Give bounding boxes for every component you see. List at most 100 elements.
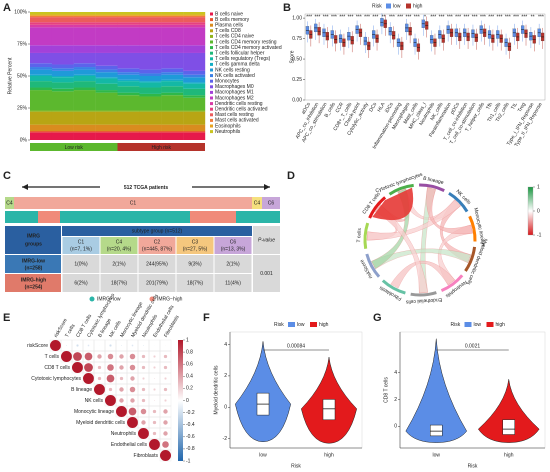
corr-circle (164, 399, 167, 402)
bar-segment (51, 68, 74, 71)
chord-label: Endothelial cells (405, 296, 442, 304)
data-cell (62, 274, 100, 292)
corr-circle (94, 384, 105, 395)
data-cell (100, 255, 138, 273)
strip-segment (190, 211, 236, 223)
bar-segment (117, 92, 140, 96)
significance: *** (521, 14, 527, 20)
chord-arc (448, 191, 469, 213)
bar-segment (161, 92, 184, 96)
corr-circle (119, 365, 124, 370)
panel-label: G (373, 312, 382, 324)
legend-swatch (464, 322, 472, 327)
colorbar-label: -0.4 (186, 422, 195, 428)
y-tick-label: 2 (394, 397, 397, 403)
bar-segment (117, 132, 140, 140)
bar-segment (30, 124, 53, 132)
bar-segment (95, 110, 118, 112)
group-label: High risk (152, 145, 172, 151)
legend-swatch (210, 85, 213, 89)
bar-segment (30, 17, 53, 23)
row-label: T cells (45, 354, 60, 360)
corr-circle (61, 351, 72, 362)
bar-segment (183, 27, 206, 46)
header-cell (5, 226, 61, 254)
legend-swatch (310, 322, 317, 327)
row-label: IMRG-high (21, 277, 46, 283)
bar-segment (139, 111, 162, 125)
bar-segment (95, 24, 118, 28)
bar-segment (95, 27, 118, 46)
strip-segment (60, 211, 190, 223)
chord-arc (440, 274, 464, 293)
y-axis-title: Relative Percent (7, 57, 13, 94)
bar-segment (161, 132, 184, 140)
p-value: 0.0021 (465, 343, 481, 349)
bar-segment (139, 96, 162, 111)
bar-segment (117, 124, 140, 132)
bar-segment (117, 24, 140, 28)
bar-segment (73, 110, 96, 112)
significance: *** (314, 14, 320, 20)
row-label: Monocytic lineage (74, 409, 114, 415)
colorbar-label: -0.6 (186, 434, 195, 440)
bar-segment (161, 68, 184, 73)
legend-label: NK cells activated (215, 73, 255, 79)
bar-segment (139, 132, 162, 140)
bar-segment (30, 45, 53, 53)
chord-arc (410, 291, 437, 297)
row-label: Neutrophils (111, 431, 137, 437)
cell-text: 18(7%) (111, 280, 127, 286)
legend-swatch (210, 46, 213, 50)
bar-segment (95, 65, 118, 70)
bar-segment (30, 52, 53, 64)
y-tick-label: 0 (224, 405, 227, 411)
corr-circle (153, 388, 156, 391)
data-cell (214, 255, 252, 273)
strip-segment (5, 197, 14, 209)
p-cell (253, 255, 280, 292)
bar-segment (139, 24, 162, 28)
subtype-name: C1 (78, 239, 85, 245)
p-value: 0.00084 (287, 343, 305, 349)
bar-segment (30, 67, 53, 70)
x-tick-label: CCR (335, 101, 346, 114)
corr-circle (163, 387, 168, 392)
strip-label: C4 (254, 200, 261, 206)
bar-segment (95, 83, 118, 91)
bar-segment (95, 45, 118, 53)
bar-segment (117, 68, 140, 73)
bar-segment (95, 15, 118, 18)
bar-segment (73, 81, 96, 88)
corr-circle (163, 420, 168, 425)
significance: *** (513, 14, 519, 20)
header-cell (253, 226, 280, 254)
corr-circle (141, 398, 146, 403)
strip-segment (262, 197, 280, 209)
corr-circle (97, 376, 102, 381)
bar-segment (95, 78, 118, 84)
bar-segment (117, 81, 140, 87)
bar-segment (95, 22, 118, 25)
legend-swatch (210, 124, 213, 128)
x-axis-title: Risk (291, 463, 301, 469)
bar-segment (139, 93, 162, 97)
subtype-cell (100, 237, 138, 254)
legend-swatch (210, 102, 213, 106)
bar-segment (183, 45, 206, 53)
colorbar-label: 1 (186, 337, 189, 343)
violin (477, 379, 540, 443)
bar-segment (51, 131, 74, 133)
corr-circle (163, 431, 168, 436)
data-cell (214, 274, 252, 292)
chord-arc (464, 246, 477, 272)
y-tick-label: 0.50 (292, 56, 302, 62)
y-tick-label: 2 (224, 373, 227, 379)
bar-segment (95, 12, 118, 15)
group-label: Low risk (65, 145, 84, 151)
table-title: 512 TCGA patients (124, 185, 168, 191)
bar-segment (30, 69, 53, 75)
bar-segment (73, 131, 96, 133)
y-tick-label: 0 (394, 424, 397, 430)
